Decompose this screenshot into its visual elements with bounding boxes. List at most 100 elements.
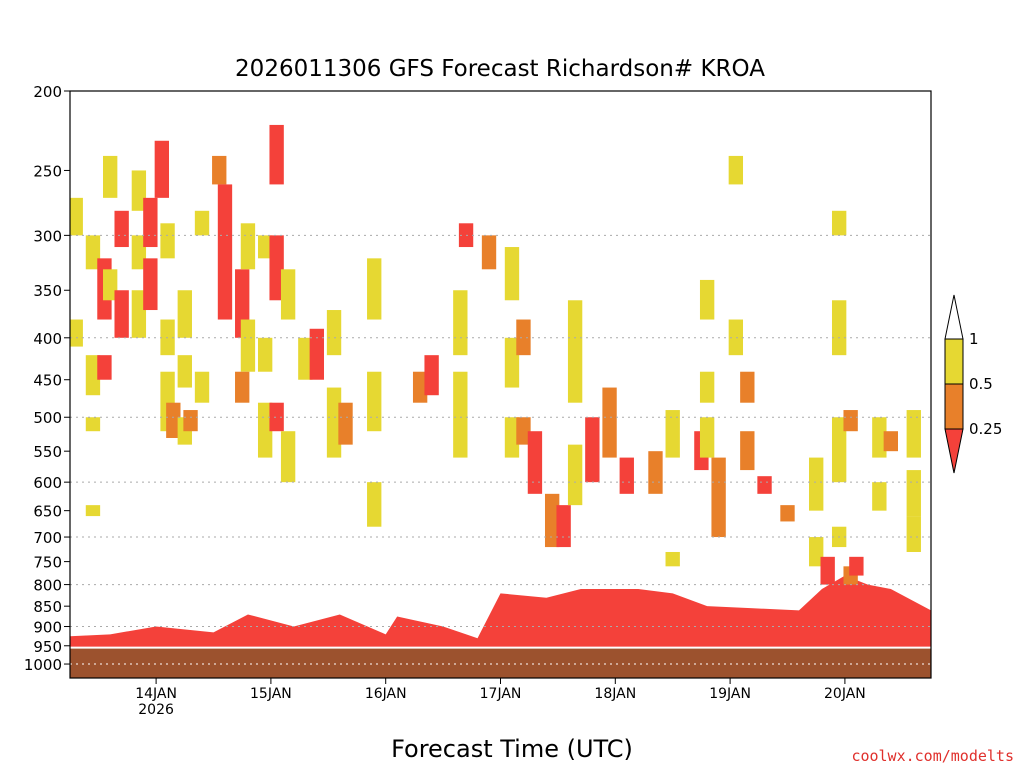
y-tick-label: 450 <box>33 372 62 390</box>
ri-cell-yellow <box>326 310 342 356</box>
y-tick-label: 900 <box>33 619 62 637</box>
ri-cell-yellow <box>809 537 824 567</box>
x-tick-label: 18JAN <box>594 686 636 702</box>
y-tick-label: 1000 <box>24 656 62 674</box>
ri-cell-orange <box>780 505 795 522</box>
ri-cell-red <box>424 355 439 396</box>
y-tick-label: 250 <box>33 162 62 180</box>
ri-cell-red <box>585 417 600 483</box>
ri-cell-yellow <box>131 235 147 270</box>
y-tick-label: 200 <box>33 83 62 101</box>
ri-cell-yellow <box>728 155 744 185</box>
x-tick-label: 19JAN <box>709 686 751 702</box>
ri-cell-yellow <box>240 319 256 372</box>
ri-cell-yellow <box>85 355 101 396</box>
ri-cell-orange <box>338 402 353 445</box>
ri-cell-yellow <box>699 417 715 458</box>
ri-cell-orange <box>740 431 755 471</box>
ri-cell-yellow <box>504 417 520 458</box>
x-tick-label: 14JAN <box>135 686 177 702</box>
plot-background <box>70 91 931 678</box>
ri-cell-red <box>143 258 158 311</box>
y-tick-label: 700 <box>33 529 62 547</box>
ri-cell-red <box>849 556 864 576</box>
y-tick-label: 750 <box>33 554 62 572</box>
ri-cell-yellow <box>85 235 101 270</box>
y-tick-label: 650 <box>33 503 62 521</box>
ri-cell-yellow <box>70 197 83 236</box>
y-tick-label: 550 <box>33 443 62 461</box>
colorbar-bin-yellow <box>944 338 964 385</box>
ri-cell-orange <box>711 457 726 538</box>
ri-cell-orange <box>166 402 181 438</box>
ri-cell-yellow <box>103 155 118 198</box>
ri-cell-orange <box>183 410 198 432</box>
ri-cell-orange <box>544 493 560 548</box>
ri-cell-yellow <box>367 371 382 432</box>
ri-cell-red <box>556 505 571 548</box>
ri-cell-yellow <box>160 223 175 259</box>
ri-cell-red <box>269 402 284 432</box>
ri-cell-orange <box>212 155 227 185</box>
ri-cell-orange <box>843 410 858 432</box>
ri-cell-yellow <box>367 482 382 527</box>
ri-cell-orange <box>235 371 250 403</box>
ri-cell-red <box>269 124 284 185</box>
ri-cell-red <box>97 355 112 380</box>
x-tick-sublabel: 2026 <box>138 702 174 718</box>
x-tick-label: 16JAN <box>365 686 407 702</box>
x-axis-label: Forecast Time (UTC) <box>391 735 633 763</box>
ri-cell-yellow <box>504 337 520 388</box>
y-tick-label: 850 <box>33 598 62 616</box>
y-tick-label: 300 <box>33 227 62 245</box>
y-tick-label: 600 <box>33 474 62 492</box>
ri-cell-orange <box>481 235 497 270</box>
colorbar-label: 0.25 <box>969 420 1002 438</box>
ri-cell-red <box>757 476 772 494</box>
ri-cell-yellow <box>728 319 744 356</box>
y-axis: 200 250 300 350 400 450 500 550 600 650 700 750 800 8… <box>24 83 70 674</box>
ri-cell-orange <box>516 417 531 445</box>
ri-cell-yellow <box>906 410 921 458</box>
y-tick-label: 350 <box>33 282 62 300</box>
ri-cell-red <box>143 197 158 248</box>
ri-cell-yellow <box>131 290 147 338</box>
ri-cell-red <box>269 235 284 301</box>
colorbar-label: 0.5 <box>969 375 993 393</box>
x-tick-label: 20JAN <box>824 686 866 702</box>
ri-cell-yellow <box>280 431 296 483</box>
ri-cell-yellow <box>906 470 921 517</box>
y-tick-label: 500 <box>33 409 62 427</box>
ri-cell-red <box>820 556 835 585</box>
boundary-layer-red <box>70 575 931 648</box>
ri-cell-yellow <box>85 505 101 517</box>
ri-cell-yellow <box>280 269 296 320</box>
ri-cell-yellow <box>453 290 468 356</box>
ri-cell-orange <box>883 431 898 452</box>
credit-text: coolwx.com/modelts <box>851 747 1014 765</box>
ri-cell-yellow <box>367 258 382 320</box>
ri-cell-yellow <box>194 210 210 236</box>
ri-cell-yellow <box>872 417 887 458</box>
ri-cell-yellow <box>240 223 256 270</box>
ri-cell-red <box>527 431 543 494</box>
x-tick-label: 17JAN <box>480 686 522 702</box>
ri-cell-yellow <box>257 337 273 372</box>
ri-cell-orange <box>516 319 531 356</box>
chart-title: 2026011306 GFS Forecast Richardson# KROA <box>235 56 765 82</box>
ri-cell-orange <box>412 371 428 403</box>
y-tick-label: 400 <box>33 330 62 348</box>
ri-cell-yellow <box>906 516 921 552</box>
ri-cell-yellow <box>298 337 313 380</box>
y-tick-label: 800 <box>33 577 62 595</box>
ri-cell-red <box>114 210 129 248</box>
ri-cell-yellow <box>85 417 101 432</box>
y-tick-label: 950 <box>33 638 62 656</box>
ri-cell-yellow <box>665 551 680 567</box>
ri-cell-red <box>309 328 324 380</box>
ri-cell-orange <box>740 371 755 403</box>
ri-cell-red <box>114 290 129 338</box>
ri-cell-orange <box>602 387 617 458</box>
